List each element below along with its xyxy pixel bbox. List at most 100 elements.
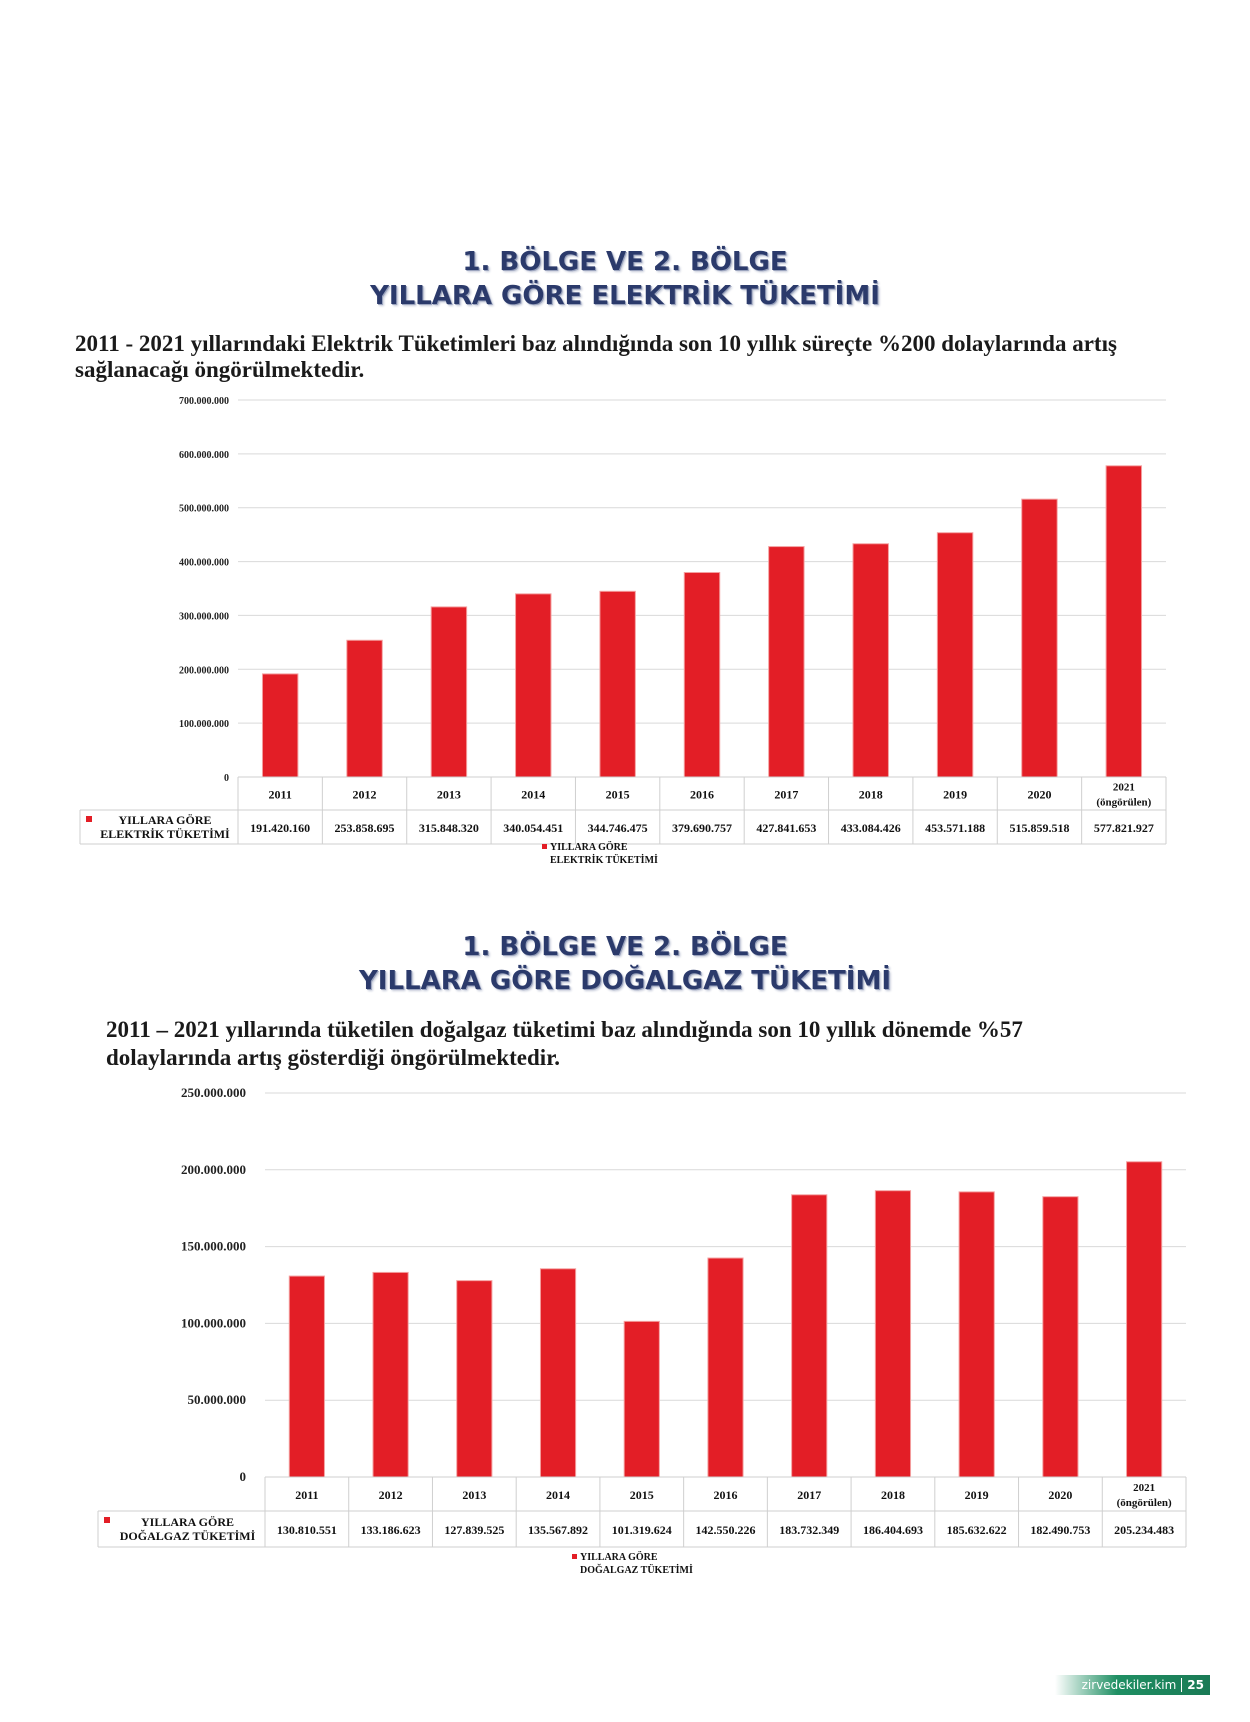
data-value-label: 183.732.349 [779,1523,839,1537]
electricity-title-line2: YILLARA GÖRE ELEKTRİK TÜKETİMİ [370,281,880,311]
data-value-label: 142.550.226 [696,1523,756,1537]
bar [874,1190,912,1478]
y-tick-label: 500.000.000 [179,504,229,515]
category-label: 2018 [859,788,883,802]
y-tick-label: 600.000.000 [179,450,229,461]
category-label: 2011 [295,1488,318,1502]
data-value-label: 182.490.753 [1030,1523,1090,1537]
page-number: 25 [1187,1678,1204,1692]
y-tick-label: 100.000.000 [179,719,229,730]
category-label: 2020 [1048,1488,1072,1502]
category-label: 2016 [690,788,714,802]
footer-divider [1181,1678,1183,1692]
data-value-label: 205.234.483 [1114,1523,1174,1537]
y-tick-label: 0 [224,773,229,784]
electricity-description-line1: 2011 - 2021 yıllarındaki Elektrik Tüketi… [75,331,1117,356]
footer-bar: zirvedekiler.kim 25 [1055,1675,1210,1695]
electricity-description-line2: sağlanacağı öngörülmektedir. [75,357,365,382]
category-label: 2020 [1027,788,1051,802]
bar [1126,1161,1163,1478]
category-label: 2015 [630,1488,654,1502]
bar [261,673,299,778]
legend-label: ELEKTRİK TÜKETİMİ [550,853,658,866]
category-label: 2012 [353,788,377,802]
bar [372,1271,409,1478]
data-value-label: 101.319.624 [612,1523,672,1537]
bar [1042,1196,1079,1478]
data-value-label: 127.839.525 [444,1523,504,1537]
legend-label: DOĞALGAZ TÜKETİMİ [120,1529,256,1543]
legend-key [542,844,547,849]
category-label: 2013 [437,788,461,802]
category-label: (öngörülen) [1096,797,1151,809]
bar [791,1194,828,1478]
bar [958,1191,995,1478]
category-label: 2021 [1133,1482,1155,1494]
bar [707,1257,744,1478]
legend-key [104,1517,110,1523]
legend-label: YILLARA GÖRE [550,840,628,853]
gas-bar-chart: 0 50.000.000 100.000.000 150.000.000 200.000… [97,1085,1187,1576]
category-label: 2012 [379,1488,403,1502]
category-label: 2017 [774,788,798,802]
bar [1105,465,1143,778]
category-label: 2021 [1113,782,1135,794]
data-value-label: 253.858.695 [335,821,395,835]
category-label: 2014 [546,1488,570,1502]
data-value-label: 453.571.188 [925,821,985,835]
data-value-label: 577.821.927 [1094,821,1154,835]
legend-label: ELEKTRİK TÜKETİMİ [100,827,230,841]
legend-label: YILLARA GÖRE [580,1550,658,1563]
data-value-label: 344.746.475 [588,821,648,835]
category-label: 2016 [714,1488,738,1502]
data-value-label: 185.632.622 [947,1523,1007,1537]
bar [768,546,805,778]
data-value-label: 379.690.757 [672,821,732,835]
gas-title-line2: YILLARA GÖRE DOĞALGAZ TÜKETİMİ [358,966,892,996]
y-tick-label: 300.000.000 [179,611,229,622]
y-tick-label: 50.000.000 [188,1392,247,1407]
legend-key [572,1554,577,1559]
gas-description-line1: 2011 – 2021 yıllarında tüketilen doğalga… [106,1017,1023,1042]
y-tick-label: 200.000.000 [179,665,229,676]
legend-label: DOĞALGAZ TÜKETİMİ [580,1563,693,1576]
bar [623,1320,660,1478]
bar [852,543,889,778]
data-value-label: 186.404.693 [863,1523,923,1537]
y-tick-label: 400.000.000 [179,558,229,569]
category-label: 2017 [797,1488,821,1502]
category-label: 2019 [965,1488,989,1502]
footer-site: zirvedekiler.kim [1081,1678,1177,1692]
category-label: 2011 [269,788,292,802]
gas-title-line1: 1. BÖLGE VE 2. BÖLGE [462,932,788,962]
legend-label: YILLARA GÖRE [141,1515,234,1529]
data-value-label: 135.567.892 [528,1523,588,1537]
data-value-label: 340.054.451 [503,821,563,835]
category-label: 2014 [521,788,545,802]
data-value-label: 191.420.160 [250,821,310,835]
bar [683,572,721,778]
y-tick-label: 250.000.000 [181,1085,246,1100]
y-tick-label: 200.000.000 [181,1162,246,1177]
legend-key [86,816,92,822]
electricity-title-line1: 1. BÖLGE VE 2. BÖLGE [462,247,788,277]
y-tick-label: 0 [240,1469,247,1484]
data-value-label: 133.186.623 [361,1523,421,1537]
y-tick-label: 700.000.000 [179,396,229,407]
data-value-label: 433.084.426 [841,821,901,835]
category-label: 2019 [943,788,967,802]
bar [346,639,383,778]
bar [288,1275,325,1478]
legend-label: YILLARA GÖRE [118,813,211,827]
bar [936,532,974,778]
y-tick-label: 100.000.000 [181,1315,246,1330]
data-value-label: 515.859.518 [1009,821,1069,835]
data-value-label: 130.810.551 [277,1523,337,1537]
y-tick-label: 150.000.000 [181,1239,246,1254]
category-label: 2013 [462,1488,486,1502]
bar [456,1280,493,1478]
data-value-label: 427.841.653 [756,821,816,835]
bar [539,1268,577,1478]
bar [1021,498,1058,778]
category-label: 2018 [881,1488,905,1502]
